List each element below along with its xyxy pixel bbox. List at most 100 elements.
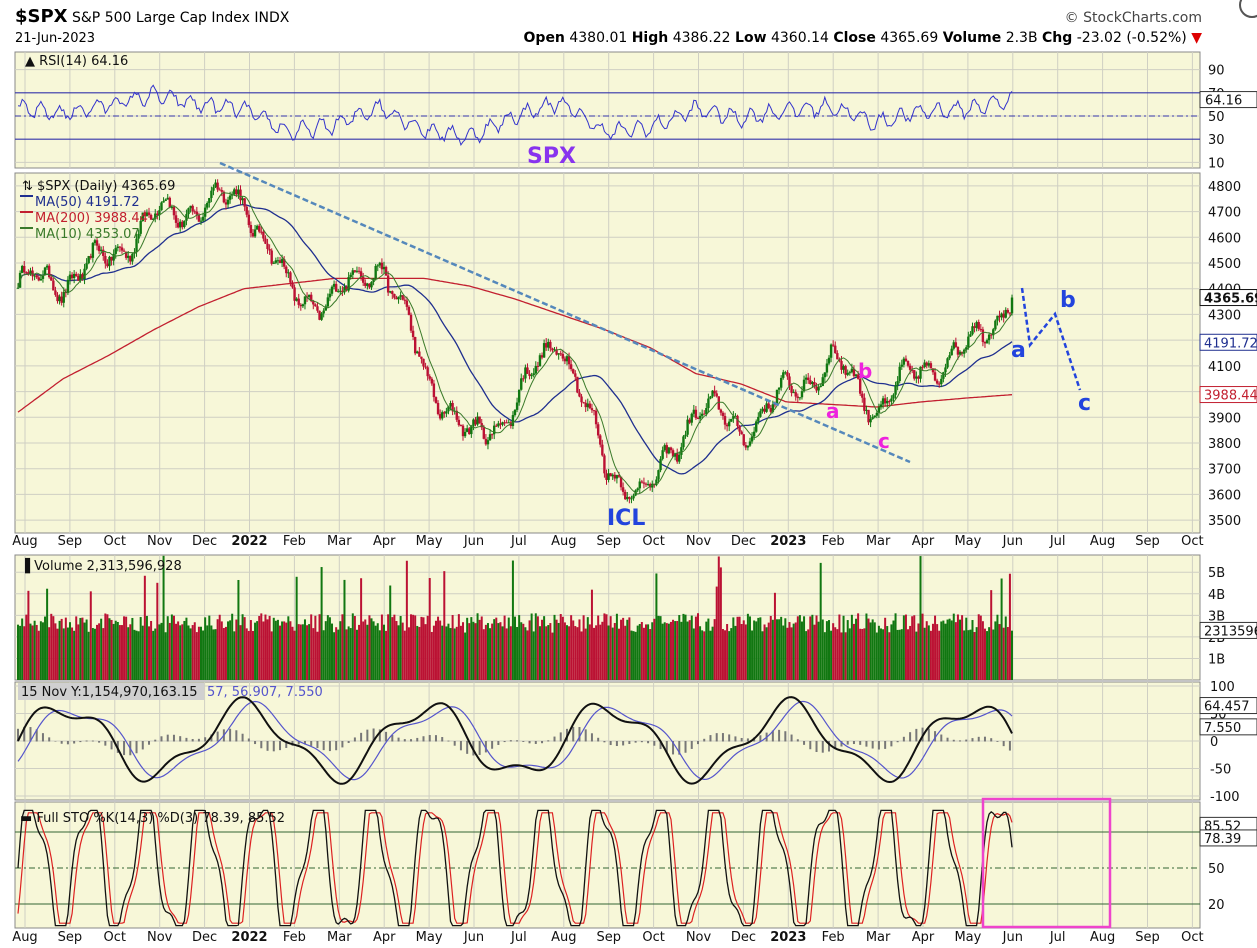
close-icon[interactable] (1239, 0, 1257, 18)
candle-body (819, 386, 822, 388)
candle-body (865, 409, 868, 411)
volume-bar (19, 625, 22, 680)
osc-histogram-bar (341, 741, 344, 748)
volume-bar (840, 632, 843, 680)
volume-bar (459, 625, 462, 680)
osc-histogram-bar (166, 734, 169, 742)
candle-body (45, 265, 49, 268)
osc-histogram-bar (185, 737, 188, 742)
wave-c-label: c (878, 429, 890, 453)
x-tick-label: Jul (510, 930, 527, 945)
osc-histogram-bar (597, 737, 600, 742)
volume-bar (162, 555, 165, 680)
candle-body (886, 400, 889, 404)
candle-body (291, 282, 294, 288)
candle-body (842, 366, 845, 370)
volume-bar (41, 622, 44, 680)
osc-histogram-bar (397, 737, 400, 742)
volume-bar (291, 626, 294, 680)
volume-bar (306, 625, 309, 680)
candle-body (314, 304, 317, 307)
volume-bar (486, 623, 489, 680)
volume-bar (988, 627, 991, 680)
index-name: S&P 500 Large Cap Index (72, 10, 250, 26)
volume-bar (71, 627, 74, 680)
osc-histogram-bar (846, 741, 849, 745)
volume-bar (732, 617, 735, 680)
x-tick-label: Dec (192, 930, 217, 945)
panel-rsi (14, 51, 1201, 169)
candle-body (343, 286, 346, 293)
volume-bar (168, 622, 171, 680)
volume-bar (830, 630, 833, 680)
volume-bar (428, 578, 431, 680)
candle-body (174, 215, 178, 223)
candle-body (1004, 309, 1007, 318)
volume-bar (663, 622, 666, 680)
candle-body (322, 310, 325, 314)
candle-body (522, 378, 525, 380)
volume-bar (744, 624, 747, 680)
candle-body (378, 262, 382, 266)
volume-bar (164, 632, 167, 680)
osc-histogram-bar (852, 741, 855, 745)
volume-bar (703, 631, 706, 680)
candle-body (715, 393, 718, 397)
volume-bar (834, 627, 837, 680)
volume-bar (154, 628, 157, 680)
osc-histogram-bar (23, 726, 26, 742)
candle-body (979, 328, 983, 330)
volume-bar (753, 620, 756, 680)
candle-body (1006, 309, 1010, 313)
candle-body (896, 381, 899, 386)
candle-body (449, 403, 452, 407)
volume-bar (782, 625, 785, 680)
volume-tick-label: 1B (1208, 652, 1225, 667)
candle-body (330, 286, 334, 294)
osc-histogram-bar (934, 731, 937, 742)
volume-bar (100, 618, 103, 680)
volume-bar (815, 615, 818, 680)
candle-body (721, 412, 725, 417)
volume-bar (497, 623, 500, 680)
volume-bar (378, 630, 381, 680)
candle-body (299, 304, 303, 307)
osc-histogram-bar (977, 736, 980, 742)
osc-histogram-bar (453, 741, 456, 746)
candle-body (844, 366, 847, 375)
volume-bar (478, 619, 481, 680)
candle-body (395, 297, 398, 300)
candle-body (129, 255, 132, 262)
x-tick-label: Sep (596, 534, 621, 549)
volume-bar (135, 630, 138, 680)
candle-body (723, 416, 727, 425)
candle-body (690, 413, 693, 423)
candle-body (262, 231, 265, 239)
candle-body (684, 434, 687, 437)
volume-bar (48, 627, 51, 680)
volume-bar (399, 616, 402, 680)
volume-bar (189, 628, 192, 680)
osc-histogram-bar (1008, 741, 1011, 751)
osc-histogram-bar (104, 741, 107, 746)
volume-bar (543, 616, 546, 680)
volume-bar (713, 619, 716, 680)
candle-body (798, 397, 802, 399)
candle-body (513, 409, 517, 416)
candle-body (341, 290, 344, 293)
candle-body (831, 344, 835, 346)
candle-body (713, 390, 716, 394)
candle-body (565, 356, 569, 362)
volume-bar (239, 625, 242, 680)
volume-bar (79, 617, 82, 680)
volume-bar (187, 625, 190, 680)
candle-body (228, 195, 232, 200)
volume-bar (551, 632, 554, 680)
volume-bar (349, 628, 352, 680)
candle-body (307, 294, 311, 297)
volume-bar (202, 630, 205, 680)
volume-bar (684, 614, 687, 680)
volume-bar (430, 631, 433, 680)
candle-body (894, 385, 897, 395)
osc-histogram-bar (141, 741, 144, 750)
